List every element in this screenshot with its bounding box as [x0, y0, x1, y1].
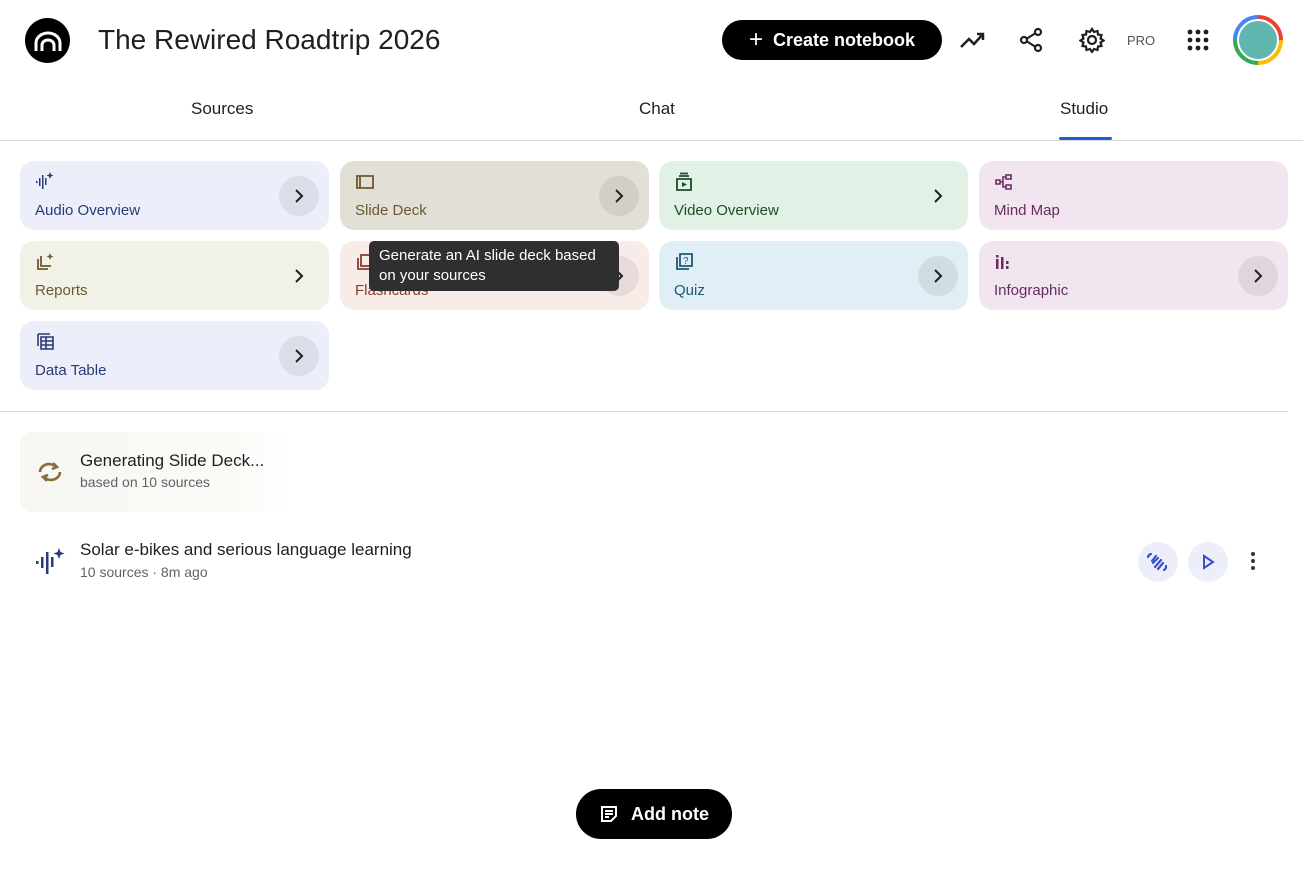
chevron-right-icon[interactable] — [279, 176, 319, 216]
play-button[interactable] — [1188, 542, 1228, 582]
more-options-icon[interactable] — [1243, 548, 1263, 574]
account-avatar[interactable] — [1233, 15, 1283, 65]
apps-grid-icon[interactable] — [1182, 24, 1214, 56]
tab-studio[interactable]: Studio — [1060, 99, 1109, 118]
chevron-right-icon[interactable] — [279, 256, 319, 296]
studio-card-mind-map[interactable]: Mind Map — [979, 161, 1288, 230]
studio-card-audio-overview[interactable]: Audio Overview — [20, 161, 329, 230]
studio-card-label: Audio Overview — [35, 202, 141, 219]
chevron-right-icon[interactable] — [1238, 256, 1278, 296]
studio-card-data-table[interactable]: Data Table — [20, 321, 329, 390]
video-icon — [676, 172, 692, 191]
plus-icon: + — [748, 26, 763, 53]
studio-card-label: Quiz — [674, 282, 705, 299]
audio-waveform-icon — [36, 172, 54, 189]
studio-card-video-overview[interactable]: Video Overview — [659, 161, 968, 230]
note-icon — [601, 806, 617, 822]
studio-card-label: Slide Deck — [355, 202, 427, 219]
create-notebook-button[interactable]: + Create notebook — [722, 20, 942, 60]
studio-card-label: Reports — [35, 282, 88, 299]
infographic-icon — [996, 255, 1009, 269]
studio-card-label: Video Overview — [674, 202, 779, 219]
studio-card-infographic[interactable]: Infographic — [979, 241, 1288, 310]
active-tab-indicator — [1059, 137, 1112, 140]
tab-divider — [0, 140, 1303, 141]
add-note-button[interactable]: Add note — [576, 789, 732, 839]
wave-hand-icon — [1146, 552, 1168, 572]
artifact-subtitle: 10 sources · 8m ago — [80, 564, 208, 580]
audio-waveform-icon — [36, 548, 65, 574]
slides-icon — [356, 175, 374, 189]
studio-card-label: Infographic — [994, 282, 1069, 299]
slide-deck-tooltip: Generate an AI slide deck based on your … — [369, 241, 619, 291]
pro-badge: PRO — [1127, 33, 1156, 48]
generating-title: Generating Slide Deck... — [80, 451, 265, 470]
quiz-icon: ? — [676, 253, 693, 270]
generating-item: Generating Slide Deck... based on 10 sou… — [20, 432, 290, 512]
generating-subtitle: based on 10 sources — [80, 474, 210, 490]
tab-chat[interactable]: Chat — [639, 99, 675, 118]
svg-text:?: ? — [683, 256, 689, 267]
interactive-mode-button[interactable] — [1138, 542, 1178, 582]
studio-card-label: Mind Map — [994, 202, 1060, 219]
table-icon — [37, 333, 54, 350]
settings-gear-icon[interactable] — [1076, 24, 1108, 56]
studio-card-reports[interactable]: Reports — [20, 241, 329, 310]
studio-card-quiz[interactable]: ? Quiz — [659, 241, 968, 310]
play-icon — [1203, 554, 1215, 570]
chevron-right-icon[interactable] — [599, 176, 639, 216]
notebook-title[interactable]: The Rewired Roadtrip 2026 — [98, 24, 441, 55]
reports-icon — [37, 253, 54, 270]
share-icon[interactable] — [1015, 24, 1047, 56]
notebooklm-logo[interactable] — [25, 18, 70, 63]
studio-card-slide-deck[interactable]: Slide Deck — [340, 161, 649, 230]
analytics-icon[interactable] — [957, 24, 989, 56]
chevron-right-icon[interactable] — [918, 256, 958, 296]
chevron-right-icon[interactable] — [918, 176, 958, 216]
chevron-right-icon[interactable] — [279, 336, 319, 376]
mind-map-icon — [995, 174, 1012, 190]
artifact-title: Solar e-bikes and serious language learn… — [80, 540, 412, 559]
studio-card-label: Data Table — [35, 362, 107, 379]
tab-sources[interactable]: Sources — [191, 99, 254, 118]
section-divider — [0, 411, 1288, 412]
